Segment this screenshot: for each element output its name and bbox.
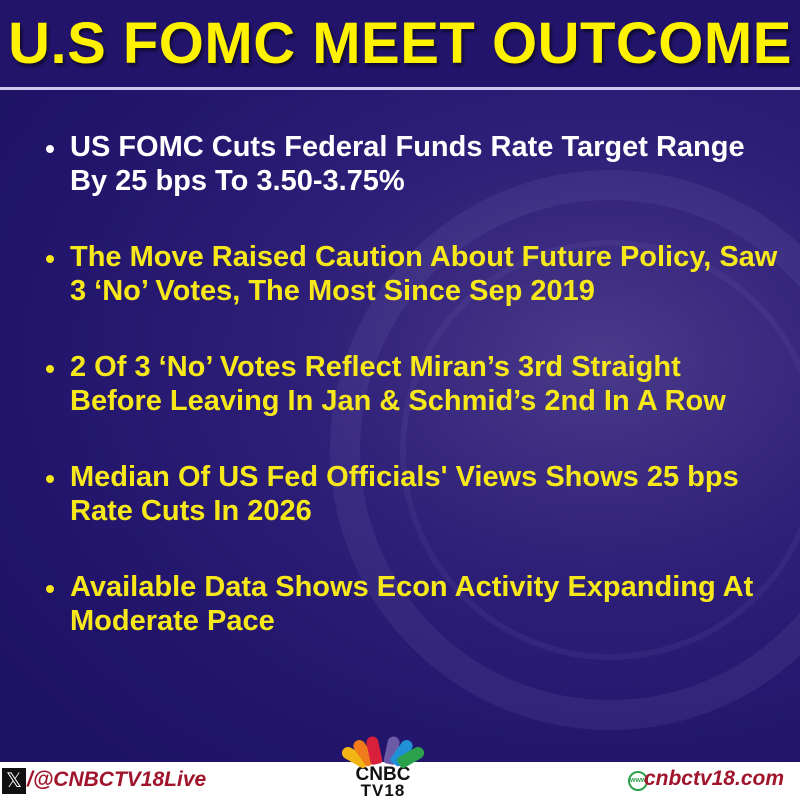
logo-text-cnbc: CNBC bbox=[355, 764, 411, 785]
bullet-item: Median Of US Fed Officials' Views Shows … bbox=[40, 460, 780, 528]
bullet-dot-icon bbox=[46, 365, 54, 373]
bullet-dot-icon bbox=[46, 255, 54, 263]
bullet-dot-icon bbox=[46, 585, 54, 593]
header-divider bbox=[0, 87, 800, 90]
bullet-dot-icon bbox=[46, 475, 54, 483]
bullet-item: US FOMC Cuts Federal Funds Rate Target R… bbox=[40, 130, 780, 198]
footer-bar bbox=[0, 762, 800, 800]
bullet-text: US FOMC Cuts Federal Funds Rate Target R… bbox=[70, 131, 745, 197]
bullet-item: Available Data Shows Econ Activity Expan… bbox=[40, 570, 780, 638]
bullet-text: 2 Of 3 ‘No’ Votes Reflect Miran’s 3rd St… bbox=[70, 351, 726, 417]
social-handle-link[interactable]: /@CNBCTV18Live bbox=[27, 768, 207, 791]
bullet-list: US FOMC Cuts Federal Funds Rate Target R… bbox=[40, 130, 780, 680]
website-link[interactable]: cnbctv18.com bbox=[643, 767, 784, 790]
bullet-item: 2 Of 3 ‘No’ Votes Reflect Miran’s 3rd St… bbox=[40, 350, 780, 418]
bullet-text: Available Data Shows Econ Activity Expan… bbox=[70, 571, 754, 637]
x-logo-icon[interactable]: 𝕏 bbox=[2, 768, 26, 794]
cnbc-tv18-logo: CNBC TV18 bbox=[339, 728, 427, 800]
bullet-item: The Move Raised Caution About Future Pol… bbox=[40, 240, 780, 308]
fed-seal-inner-ring bbox=[400, 240, 800, 660]
header-band: U.S FOMC MEET OUTCOME bbox=[0, 0, 800, 88]
bullet-dot-icon bbox=[46, 145, 54, 153]
page-title: U.S FOMC MEET OUTCOME bbox=[8, 11, 792, 76]
www-globe-icon: www bbox=[628, 771, 648, 791]
logo-text-tv18: TV18 bbox=[360, 781, 406, 800]
bullet-text: Median Of US Fed Officials' Views Shows … bbox=[70, 461, 739, 527]
peacock-icon bbox=[339, 728, 427, 770]
bullet-text: The Move Raised Caution About Future Pol… bbox=[70, 241, 778, 307]
